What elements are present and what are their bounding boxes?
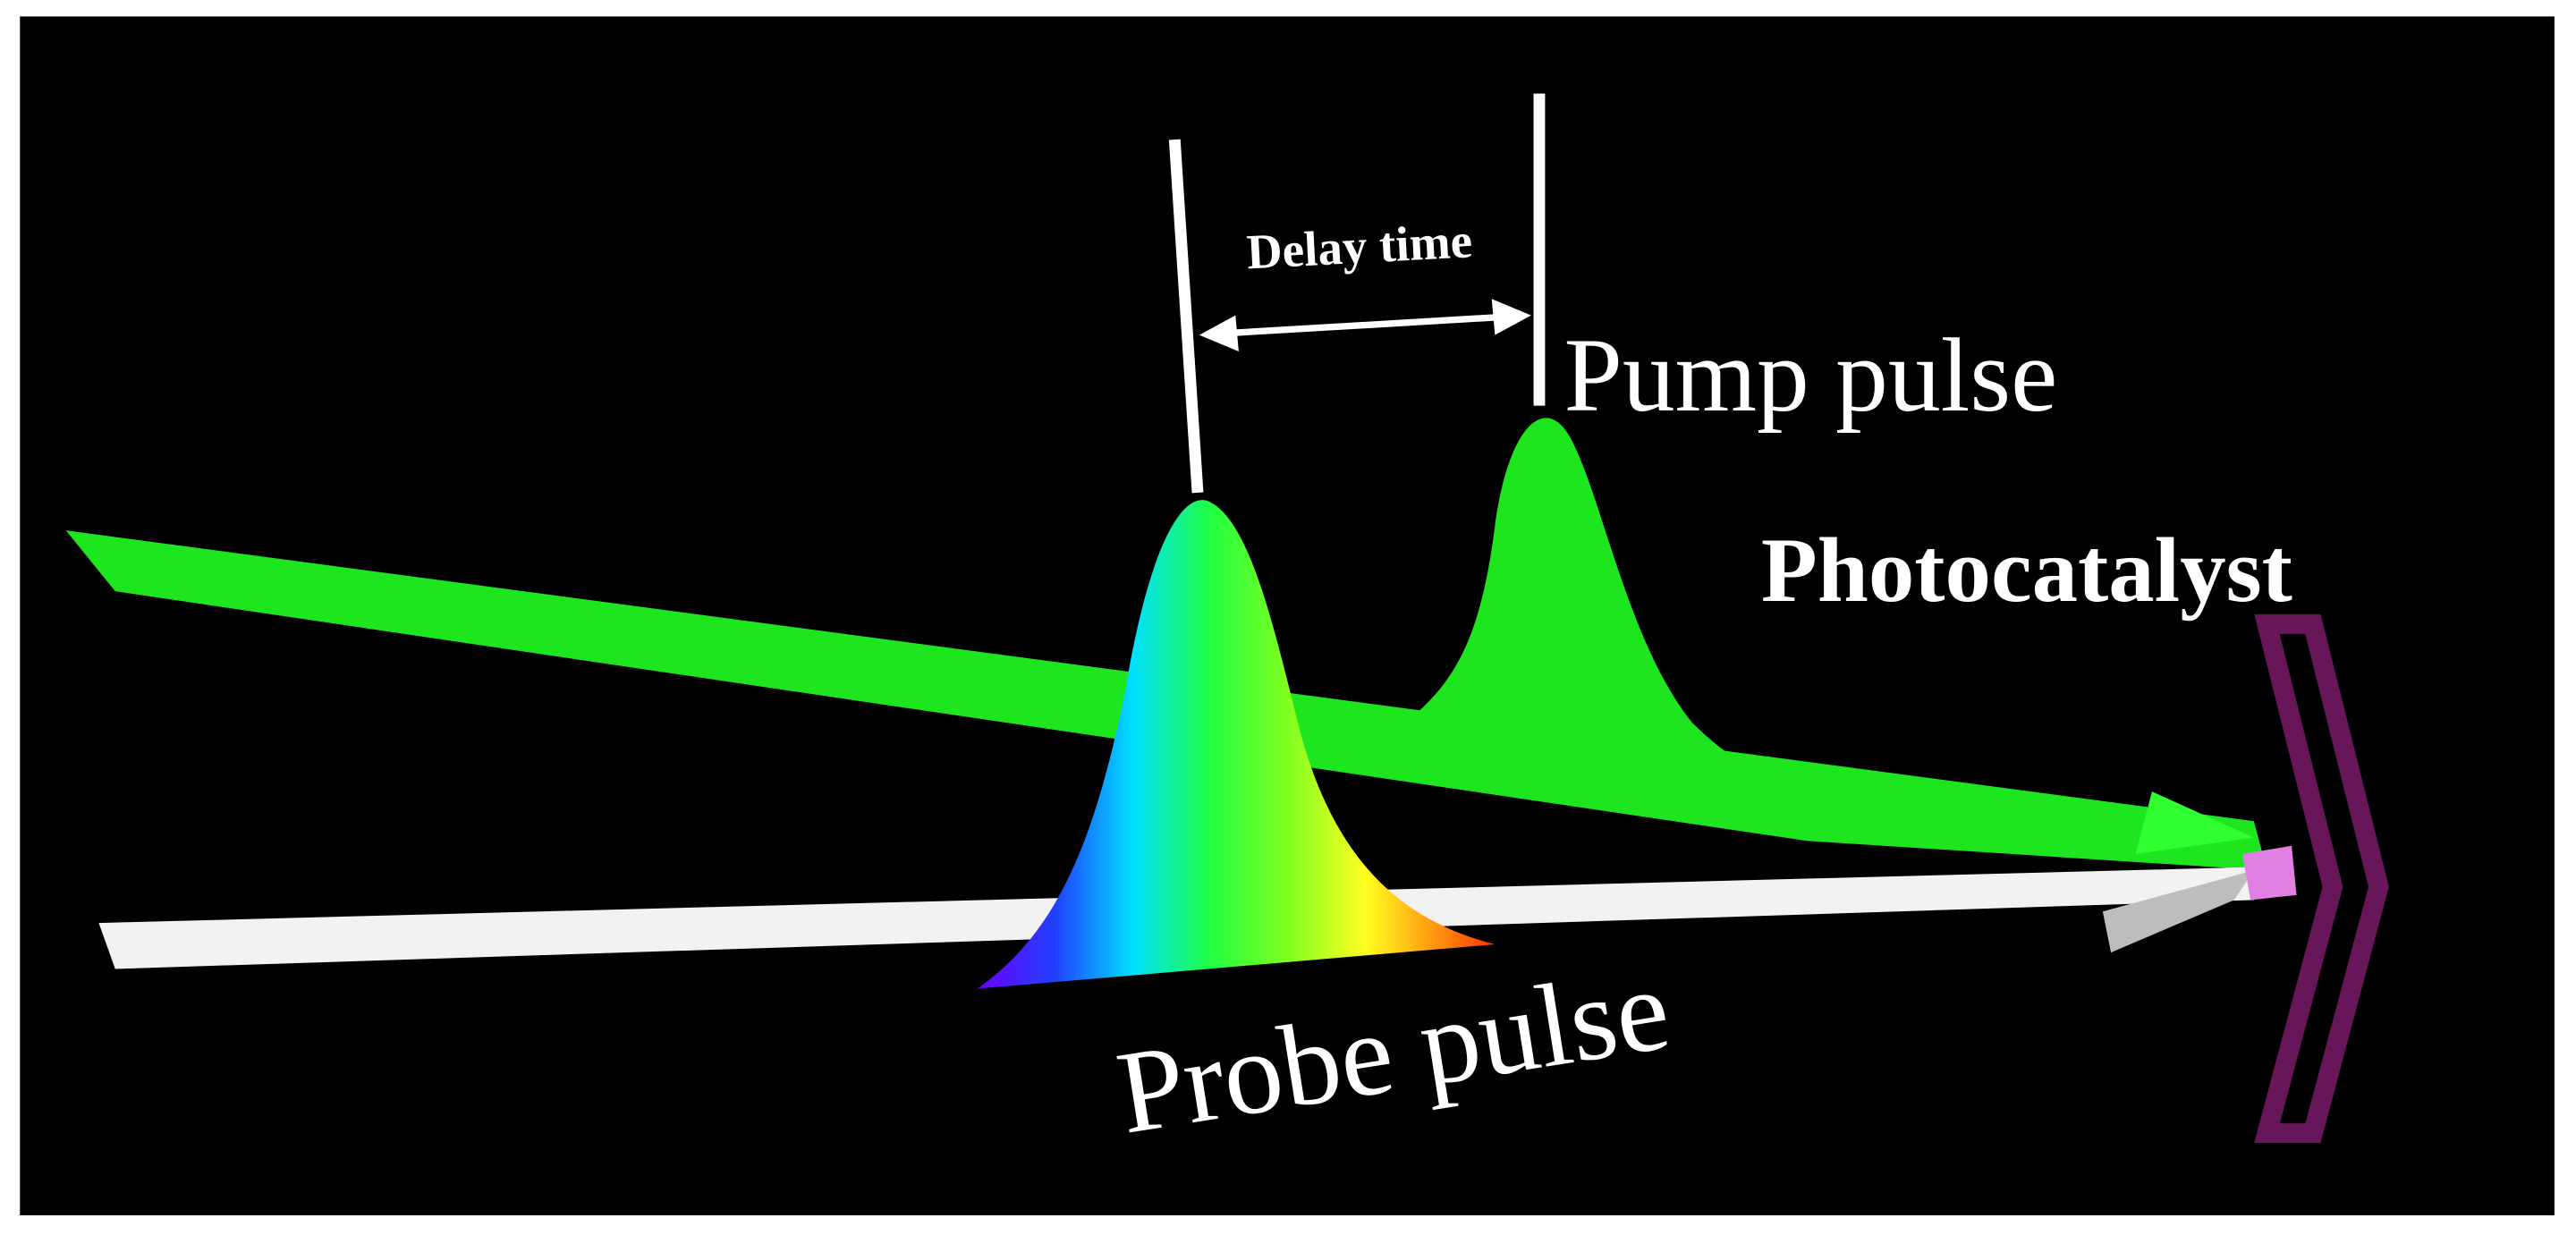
pump-arrowhead	[2135, 791, 2254, 854]
arrowhead-left	[1199, 315, 1239, 351]
pump-pulse-shape	[1396, 418, 1824, 805]
photocatalyst-label: Photocatalyst	[1761, 520, 2292, 622]
probe-pulse-shape	[977, 500, 1496, 989]
sample-spot	[2241, 845, 2297, 901]
probe-marker	[1168, 139, 1204, 494]
arrowhead-right	[1491, 299, 1531, 335]
probe-arrowhead	[2102, 870, 2254, 953]
delay-time-label: Delay time	[1245, 213, 1473, 279]
pump-pulse-label: Pump pulse	[1564, 317, 2058, 434]
delay-arrow	[1224, 313, 1504, 337]
photocatalyst-shape	[2254, 613, 2389, 1144]
